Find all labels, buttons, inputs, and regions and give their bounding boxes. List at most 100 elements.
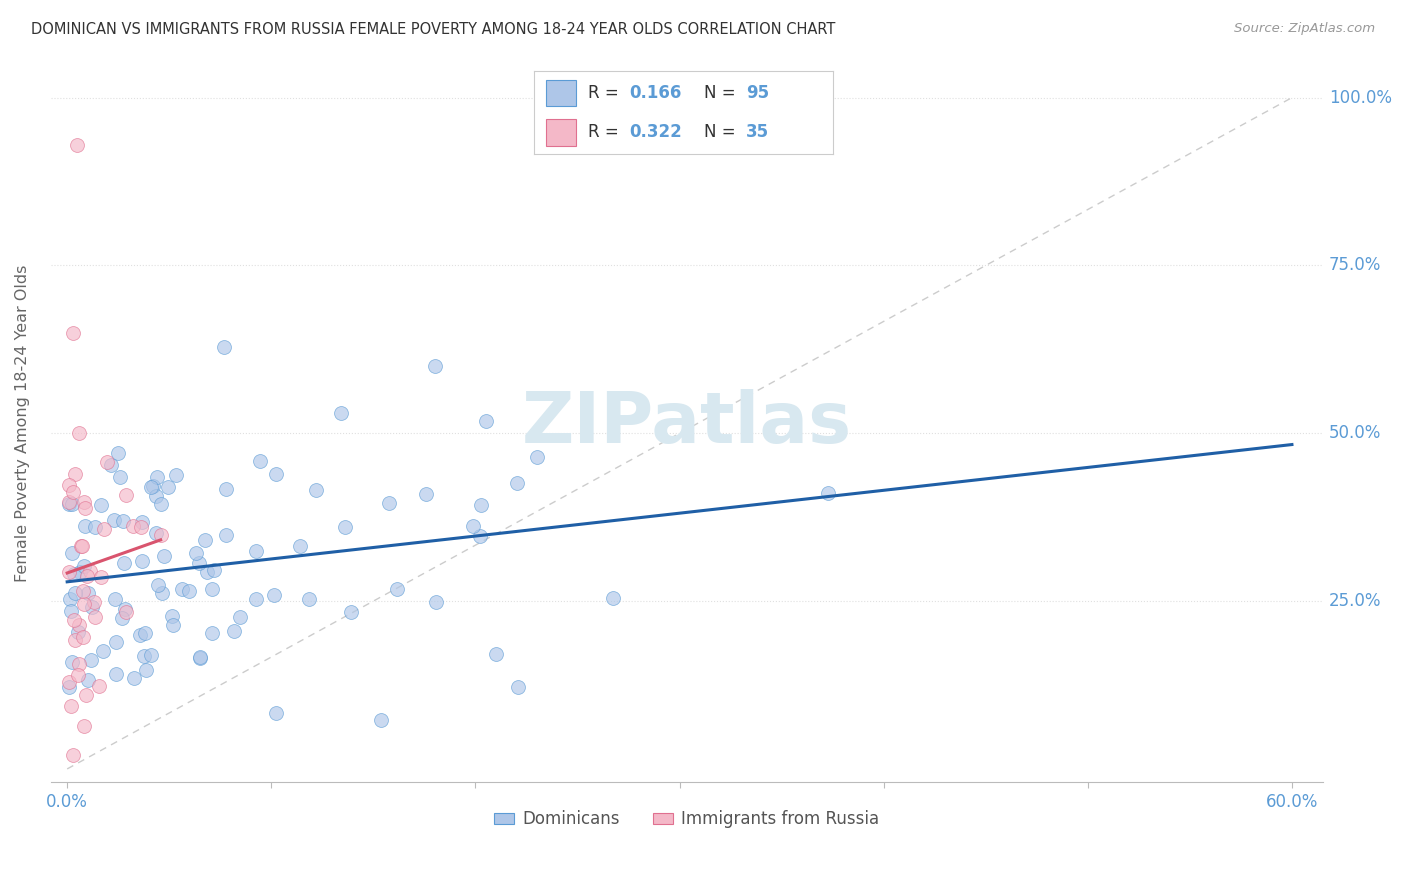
Point — [91, 644, 114, 658]
Point — [134, 626, 156, 640]
Point — [104, 592, 127, 607]
Point — [63, 633, 86, 648]
Point — [305, 483, 328, 497]
Point — [59, 699, 82, 714]
Point — [62, 613, 84, 627]
Point — [378, 496, 401, 510]
Point — [157, 480, 180, 494]
Point — [817, 485, 839, 500]
Point — [65, 586, 87, 600]
Point — [132, 649, 155, 664]
Point — [145, 470, 167, 484]
Point — [62, 326, 84, 340]
Y-axis label: Female Poverty Among 18-24 Year Olds: Female Poverty Among 18-24 Year Olds — [15, 265, 30, 582]
Point — [107, 446, 129, 460]
Point — [63, 567, 86, 582]
Point — [145, 489, 167, 503]
Point — [65, 467, 87, 482]
Point — [423, 359, 446, 373]
Point — [263, 588, 285, 602]
Point — [59, 591, 82, 606]
Text: DOMINICAN VS IMMIGRANTS FROM RUSSIA FEMALE POVERTY AMONG 18-24 YEAR OLDS CORRELA: DOMINICAN VS IMMIGRANTS FROM RUSSIA FEMA… — [31, 22, 835, 37]
Point — [148, 578, 170, 592]
Text: 100.0%: 100.0% — [1329, 88, 1392, 107]
Point — [222, 624, 245, 639]
Point — [129, 628, 152, 642]
Point — [141, 648, 163, 662]
Point — [70, 539, 93, 553]
Point — [474, 414, 496, 428]
Point — [508, 680, 530, 694]
Point — [229, 610, 252, 624]
Point — [60, 655, 83, 669]
Text: Source: ZipAtlas.com: Source: ZipAtlas.com — [1234, 22, 1375, 36]
Point — [62, 748, 84, 763]
Point — [69, 565, 91, 579]
Point — [67, 426, 90, 441]
Point — [73, 495, 96, 509]
Point — [425, 595, 447, 609]
Point — [93, 522, 115, 536]
Point — [83, 595, 105, 609]
Point — [66, 137, 89, 152]
Point — [112, 556, 135, 570]
Point — [505, 475, 527, 490]
Point — [149, 497, 172, 511]
Point — [245, 543, 267, 558]
Point — [73, 597, 96, 611]
Point — [115, 606, 138, 620]
Point — [186, 546, 208, 560]
Point — [58, 565, 80, 579]
Point — [115, 488, 138, 502]
Point — [108, 469, 131, 483]
Point — [145, 525, 167, 540]
Point — [387, 582, 409, 596]
Point — [201, 625, 224, 640]
Point — [87, 679, 110, 693]
Point — [188, 650, 211, 665]
Point — [77, 586, 100, 600]
Point — [526, 450, 548, 464]
Point — [72, 630, 94, 644]
Point — [67, 668, 90, 682]
Point — [70, 539, 93, 553]
Point — [165, 467, 187, 482]
Point — [177, 584, 200, 599]
Point — [73, 718, 96, 732]
Point — [72, 584, 94, 599]
Point — [215, 482, 238, 496]
Point — [58, 497, 80, 511]
Point — [67, 617, 90, 632]
Point — [114, 601, 136, 615]
Point — [129, 520, 152, 534]
Point — [485, 647, 508, 661]
Point — [58, 477, 80, 491]
Point — [75, 688, 97, 702]
Point — [195, 565, 218, 579]
Point — [121, 518, 143, 533]
Point — [60, 604, 83, 618]
Point — [463, 519, 485, 533]
Point — [162, 608, 184, 623]
Point — [73, 558, 96, 573]
Point — [370, 713, 392, 727]
Point — [79, 564, 101, 578]
Point — [470, 498, 492, 512]
Point — [264, 706, 287, 721]
Point — [96, 455, 118, 469]
Point — [111, 611, 134, 625]
Point — [298, 591, 321, 606]
Point — [84, 520, 107, 534]
Point — [105, 635, 128, 649]
Point — [75, 501, 97, 516]
Point — [80, 653, 103, 667]
Point — [149, 528, 172, 542]
Point — [111, 514, 134, 528]
Point — [602, 591, 624, 606]
Point — [150, 586, 173, 600]
Point — [58, 674, 80, 689]
Point — [100, 458, 122, 472]
Text: ZIPatlas: ZIPatlas — [522, 389, 852, 458]
Point — [103, 512, 125, 526]
Point — [212, 340, 235, 354]
